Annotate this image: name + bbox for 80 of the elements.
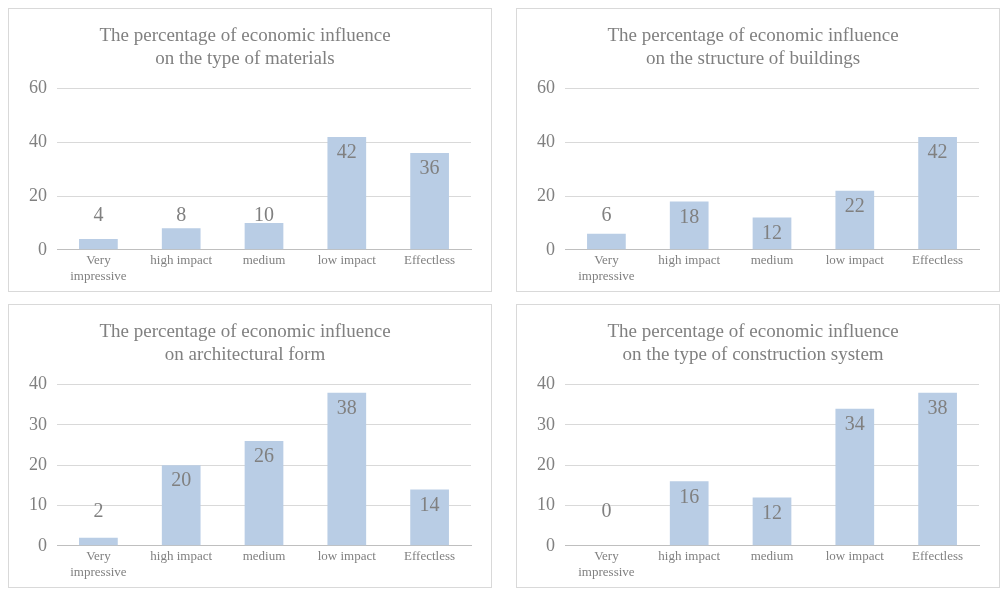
data-label: 34	[844, 412, 865, 435]
data-label: 12	[762, 500, 782, 523]
bar	[669, 481, 709, 546]
y-tick-label: 0	[546, 238, 555, 259]
data-label: 8	[176, 203, 187, 226]
bar	[79, 537, 118, 546]
chart-title: The percentage of economic influence on the type of materials	[99, 24, 391, 69]
x-tick-label: medium	[750, 548, 794, 564]
bar	[669, 201, 709, 250]
bar	[327, 392, 367, 546]
y-tick-label: 0	[38, 534, 47, 555]
x-tick-label: Very impressive	[70, 548, 127, 579]
chart-title: The percentage of economic influence on the structure of buildings	[607, 24, 899, 69]
x-tick-label: low impact	[825, 548, 885, 564]
bar	[835, 408, 875, 546]
data-label: 38	[927, 395, 948, 418]
x-tick-label: Effectless	[404, 252, 456, 268]
data-label: 12	[762, 220, 782, 243]
x-tick-label: high impact	[658, 548, 721, 564]
data-label: 18	[679, 204, 700, 227]
y-tick-label: 10	[537, 494, 555, 515]
data-label: 4	[93, 203, 104, 226]
y-tick-label: 0	[38, 238, 47, 259]
x-tick-label: Effectless	[912, 548, 964, 564]
y-tick-label: 40	[537, 373, 555, 394]
bar	[410, 489, 449, 546]
y-tick-label: 60	[29, 77, 47, 98]
chart-title: The percentage of economic influence on architectural form	[99, 320, 391, 365]
x-tick-label: Effectless	[404, 548, 456, 564]
data-label: 36	[419, 156, 440, 179]
y-tick-label: 30	[537, 413, 555, 434]
bar	[587, 233, 626, 250]
bar	[410, 153, 449, 250]
y-tick-label: 40	[29, 131, 47, 152]
x-tick-label: medium	[242, 548, 286, 564]
data-label: 38	[336, 395, 357, 418]
y-tick-label: 0	[546, 534, 555, 555]
y-tick-label: 20	[537, 453, 555, 474]
data-label: 14	[419, 492, 440, 515]
data-label: 10	[254, 203, 274, 226]
y-tick-label: 60	[537, 77, 555, 98]
y-tick-label: 20	[29, 184, 47, 205]
x-tick-label: high impact	[150, 252, 213, 268]
x-tick-label: Very impressive	[578, 548, 635, 579]
x-tick-label: high impact	[150, 548, 213, 564]
x-tick-label: Very impressive	[70, 252, 127, 283]
data-label: 22	[844, 193, 865, 216]
data-label: 0	[601, 499, 612, 522]
bar	[327, 136, 367, 250]
bar	[244, 222, 284, 250]
y-tick-label: 30	[29, 413, 47, 434]
chart-title: The percentage of economic influence on the type of construction system	[607, 320, 899, 365]
data-label: 16	[679, 484, 700, 507]
data-label: 6	[601, 203, 612, 226]
y-tick-label: 40	[29, 373, 47, 394]
bar	[918, 136, 957, 250]
data-label: 42	[336, 140, 357, 163]
x-tick-label: low impact	[825, 252, 885, 268]
y-tick-label: 10	[29, 494, 47, 515]
x-tick-label: high impact	[658, 252, 721, 268]
data-label: 2	[93, 499, 104, 522]
bar	[918, 392, 957, 546]
bar	[244, 441, 284, 546]
bar	[752, 497, 792, 546]
data-label: 42	[927, 140, 948, 163]
y-tick-label: 20	[29, 453, 47, 474]
bar	[835, 190, 875, 250]
data-label: 20	[171, 468, 192, 491]
bar	[161, 228, 201, 250]
y-tick-label: 20	[537, 184, 555, 205]
y-tick-label: 40	[537, 131, 555, 152]
bar	[79, 239, 118, 250]
x-tick-label: Effectless	[912, 252, 964, 268]
x-tick-label: low impact	[317, 548, 377, 564]
x-tick-label: medium	[750, 252, 794, 268]
data-label: 26	[254, 444, 274, 467]
x-tick-label: Very impressive	[578, 252, 635, 283]
bar	[161, 465, 201, 546]
x-tick-label: medium	[242, 252, 286, 268]
x-tick-label: low impact	[317, 252, 377, 268]
